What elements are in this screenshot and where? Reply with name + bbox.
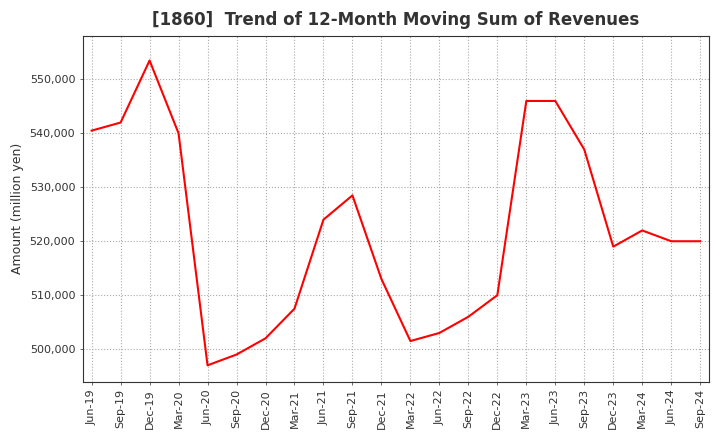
Y-axis label: Amount (million yen): Amount (million yen) bbox=[11, 143, 24, 275]
Title: [1860]  Trend of 12-Month Moving Sum of Revenues: [1860] Trend of 12-Month Moving Sum of R… bbox=[153, 11, 639, 29]
